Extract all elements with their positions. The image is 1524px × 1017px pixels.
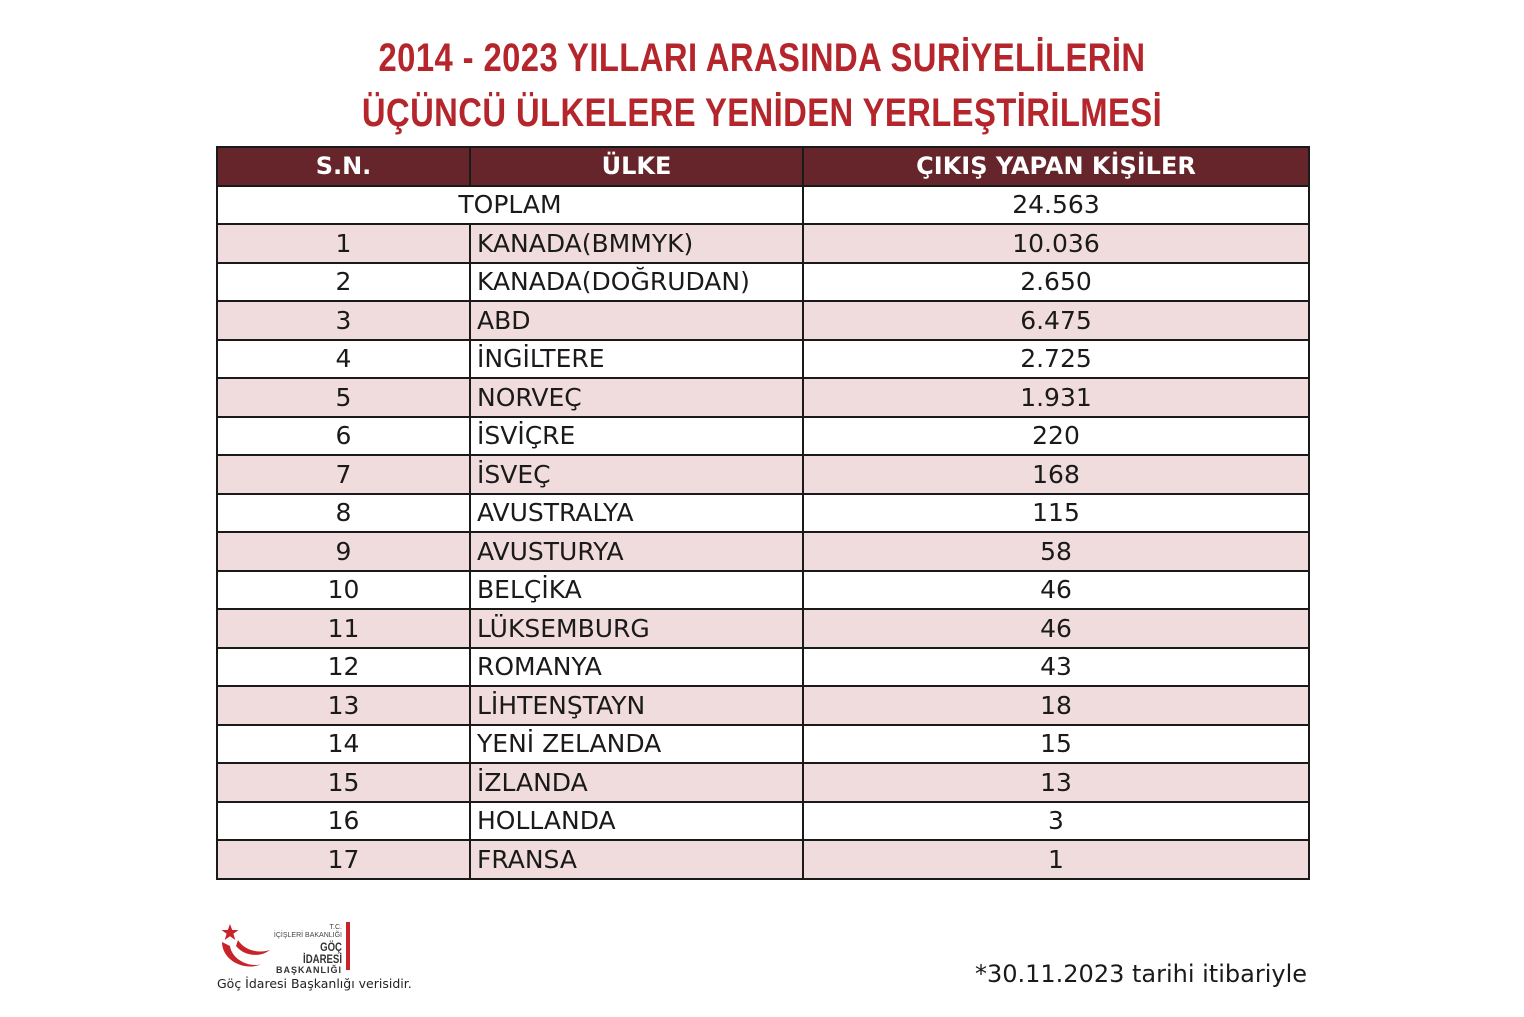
table-row: 9 AVUSTURYA 58 — [216, 531, 1310, 572]
total-value: 24.563 — [802, 184, 1310, 225]
row-sn: 14 — [216, 723, 471, 764]
table-row: 3 ABD 6.475 — [216, 300, 1310, 341]
row-sn: 2 — [216, 261, 471, 302]
row-country: ROMANYA — [469, 646, 804, 687]
table-row: 5 NORVEÇ 1.931 — [216, 377, 1310, 418]
logo-divider — [346, 922, 350, 970]
row-count: 168 — [802, 454, 1310, 495]
resettlement-table: S.N. ÜLKE ÇIKIŞ YAPAN KİŞİLER TOPLAM 24.… — [216, 146, 1310, 880]
row-count: 115 — [802, 492, 1310, 533]
row-count: 3 — [802, 800, 1310, 841]
row-count: 15 — [802, 723, 1310, 764]
row-country: İSVİÇRE — [469, 415, 804, 456]
header-sn: S.N. — [216, 146, 471, 187]
page-title-line-2: ÜÇÜNCÜ ÜLKELERE YENİDEN YERLEŞTİRİLMESİ — [361, 91, 1163, 135]
table-row: 13 LİHTENŞTAYN 18 — [216, 685, 1310, 726]
header-country: ÜLKE — [469, 146, 804, 187]
row-sn: 17 — [216, 839, 471, 880]
table-row: 7 İSVEÇ 168 — [216, 454, 1310, 495]
row-sn: 9 — [216, 531, 471, 572]
row-country: YENİ ZELANDA — [469, 723, 804, 764]
row-country: ABD — [469, 300, 804, 341]
row-sn: 5 — [216, 377, 471, 418]
row-count: 1.931 — [802, 377, 1310, 418]
row-sn: 7 — [216, 454, 471, 495]
logo-line-presidency: BAŞKANLIĞI — [276, 965, 342, 975]
row-country: AVUSTURYA — [469, 531, 804, 572]
table-row: 2 KANADA(DOĞRUDAN) 2.650 — [216, 261, 1310, 302]
row-country: BELÇİKA — [469, 569, 804, 610]
logo-line-tc: T.C. — [329, 924, 342, 931]
row-count: 46 — [802, 569, 1310, 610]
row-country: HOLLANDA — [469, 800, 804, 841]
logo-line-agency: GÖÇ İDARESİ — [303, 940, 342, 966]
row-count: 13 — [802, 762, 1310, 803]
row-sn: 10 — [216, 569, 471, 610]
table-row: 8 AVUSTRALYA 115 — [216, 492, 1310, 533]
table-row: 17 FRANSA 1 — [216, 839, 1310, 880]
row-count: 1 — [802, 839, 1310, 880]
row-country: AVUSTRALYA — [469, 492, 804, 533]
page-title-line-1: 2014 - 2023 YILLARI ARASINDA SURİYELİLER… — [378, 36, 1146, 80]
row-sn: 12 — [216, 646, 471, 687]
row-sn: 13 — [216, 685, 471, 726]
row-count: 43 — [802, 646, 1310, 687]
table-row: 4 İNGİLTERE 2.725 — [216, 338, 1310, 379]
table-row: 16 HOLLANDA 3 — [216, 800, 1310, 841]
row-country: İNGİLTERE — [469, 338, 804, 379]
table-row: 14 YENİ ZELANDA 15 — [216, 723, 1310, 764]
row-count: 18 — [802, 685, 1310, 726]
row-sn: 1 — [216, 223, 471, 264]
row-sn: 4 — [216, 338, 471, 379]
table-row: 6 İSVİÇRE 220 — [216, 415, 1310, 456]
logo-line-ministry: İÇİŞLERİ BAKANLIĞI — [273, 932, 342, 939]
row-count: 6.475 — [802, 300, 1310, 341]
row-country: LÜKSEMBURG — [469, 608, 804, 649]
row-count: 220 — [802, 415, 1310, 456]
row-count: 46 — [802, 608, 1310, 649]
row-country: NORVEÇ — [469, 377, 804, 418]
table-row: 12 ROMANYA 43 — [216, 646, 1310, 687]
row-sn: 8 — [216, 492, 471, 533]
row-count: 58 — [802, 531, 1310, 572]
table-row: 10 BELÇİKA 46 — [216, 569, 1310, 610]
goc-idaresi-logo-icon — [221, 924, 270, 967]
row-count: 10.036 — [802, 223, 1310, 264]
row-country: KANADA(DOĞRUDAN) — [469, 261, 804, 302]
row-count: 2.650 — [802, 261, 1310, 302]
row-country: İSVEÇ — [469, 454, 804, 495]
row-country: FRANSA — [469, 839, 804, 880]
logo-text: T.C. İÇİŞLERİ BAKANLIĞI GÖÇ İDARESİ BAŞK… — [272, 924, 342, 975]
source-note: Göç İdaresi Başkanlığı verisidir. — [217, 976, 412, 991]
table-row: 11 LÜKSEMBURG 46 — [216, 608, 1310, 649]
row-country: KANADA(BMMYK) — [469, 223, 804, 264]
row-country: LİHTENŞTAYN — [469, 685, 804, 726]
total-label: TOPLAM — [216, 184, 804, 225]
row-sn: 11 — [216, 608, 471, 649]
total-row: TOPLAM 24.563 — [216, 184, 1310, 225]
row-sn: 3 — [216, 300, 471, 341]
row-count: 2.725 — [802, 338, 1310, 379]
table-header-row: S.N. ÜLKE ÇIKIŞ YAPAN KİŞİLER — [216, 146, 1310, 187]
row-sn: 15 — [216, 762, 471, 803]
row-sn: 6 — [216, 415, 471, 456]
table-row: 15 İZLANDA 13 — [216, 762, 1310, 803]
table-row: 1 KANADA(BMMYK) 10.036 — [216, 223, 1310, 264]
row-country: İZLANDA — [469, 762, 804, 803]
row-sn: 16 — [216, 800, 471, 841]
date-note: *30.11.2023 tarihi itibariyle — [974, 960, 1307, 988]
header-count: ÇIKIŞ YAPAN KİŞİLER — [802, 146, 1310, 187]
